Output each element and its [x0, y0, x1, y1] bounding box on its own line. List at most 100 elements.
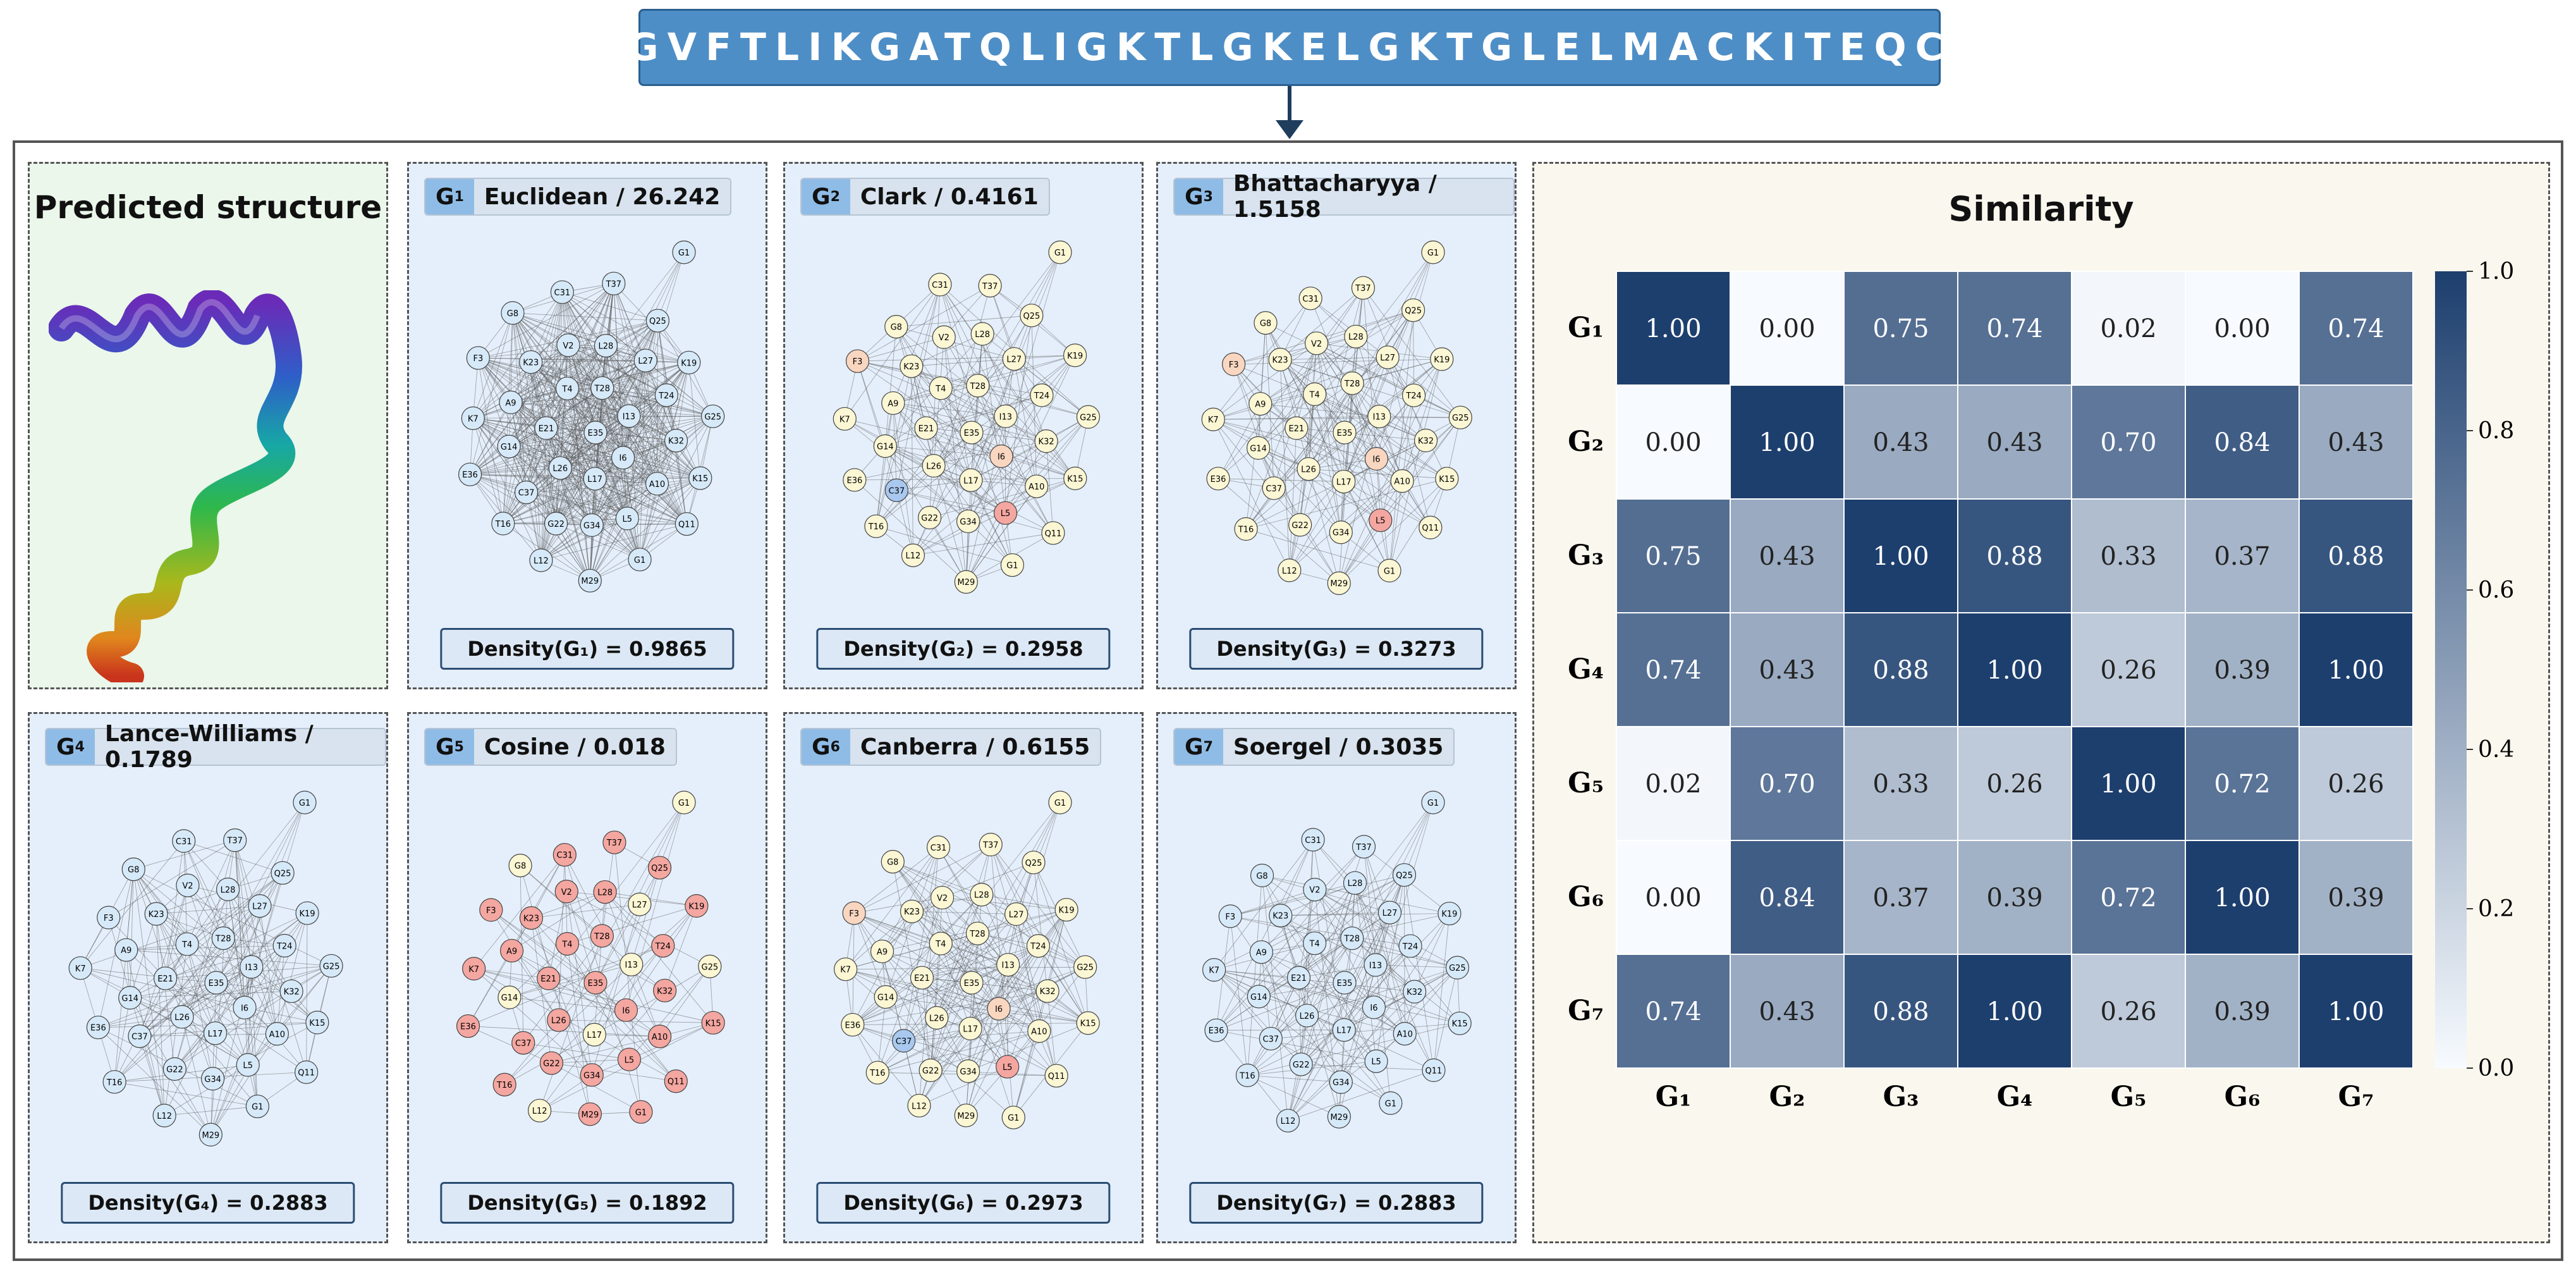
network-edge [509, 945, 663, 998]
network-edge [1271, 1023, 1460, 1039]
graph-tag: G 1 Euclidean / 26.242 [424, 178, 732, 216]
network-node: I13 [1367, 405, 1391, 429]
network-node: G1 [1000, 553, 1025, 577]
network-edge [657, 362, 690, 484]
network-node-label: V2 [937, 894, 948, 903]
graph-network: G1 E35 I6 L17 L26 E21 T4 T28 I13 L5 G34 G22 C37 G14 A9… [458, 240, 725, 593]
network-edge [1389, 481, 1403, 571]
network-edge [508, 283, 614, 447]
network-edge [971, 432, 1047, 442]
network-node-label: K23 [903, 362, 919, 372]
network-edge [1404, 875, 1434, 1071]
network-edge [1262, 875, 1288, 1121]
network-edge [594, 802, 685, 1035]
network-edge [1213, 419, 1403, 482]
network-edge [688, 362, 701, 479]
network-node-label: G8 [1260, 319, 1271, 329]
network-edge [977, 385, 1002, 457]
network-node-label: L12 [532, 1107, 547, 1116]
network-edge [512, 312, 646, 361]
network-node: I6 [1362, 995, 1386, 1019]
network-edge [511, 950, 559, 1021]
network-edge [1001, 456, 1075, 479]
network-edge [526, 440, 676, 493]
network-edge [845, 847, 939, 969]
network-edge [1376, 967, 1458, 1062]
network-node: G22 [162, 1057, 186, 1081]
network-node-label: I13 [245, 963, 258, 973]
network-edge [968, 416, 1089, 522]
network-edge [936, 933, 978, 1018]
network-edge [876, 385, 979, 527]
network-node-label: C31 [554, 288, 571, 298]
heatmap-cells: 1.00 0.00 0.75 0.74 0.02 0.00 0.74 0.00 1.00 0.43… [1616, 271, 2414, 1069]
network-edge [98, 965, 332, 1028]
network-node-label: T24 [1405, 391, 1421, 401]
network-edge [133, 840, 235, 870]
network-edge [594, 892, 606, 1035]
network-edge [931, 1031, 1039, 1071]
heatmap-cell-value: 0.39 [2214, 997, 2270, 1026]
network-edge [1309, 469, 1447, 479]
network-edge [657, 321, 667, 395]
network-edge [133, 869, 165, 1116]
network-edge [130, 991, 292, 999]
network-node: L27 [633, 348, 657, 372]
network-edge [235, 840, 248, 1066]
network-edge [912, 911, 1008, 965]
heatmap-cell-value: 0.37 [1872, 883, 1929, 913]
network-edge [468, 1026, 660, 1037]
network-edge [971, 252, 1061, 433]
network-edge [567, 944, 630, 1060]
network-edge [1213, 343, 1317, 420]
network-edge [1280, 915, 1376, 966]
network-node: G25 [1445, 956, 1470, 980]
network-node-label: Q11 [678, 520, 695, 530]
network-node: C37 [884, 478, 908, 502]
network-edge [1259, 996, 1405, 1034]
network-node-label: I6 [620, 454, 627, 464]
network-node: K7 [1202, 958, 1226, 982]
network-edge [539, 935, 602, 1111]
network-node-label: G1 [1385, 1099, 1396, 1109]
network-edge [473, 283, 614, 419]
heatmap-col-label: G₅ [2111, 1081, 2147, 1113]
network-node-label: V2 [561, 888, 572, 897]
network-node: G1 [1377, 558, 1401, 582]
network-node-label: E21 [919, 424, 934, 434]
network-node: C37 [514, 480, 539, 505]
network-edge [877, 1028, 971, 1073]
network-edge [1214, 875, 1405, 971]
heatmap-cell-value: 0.43 [1759, 656, 1815, 685]
network-node-label: Q11 [298, 1068, 315, 1078]
network-node-label: I13 [1369, 961, 1382, 971]
network-node: L28 [970, 322, 994, 346]
network-edge [1288, 1070, 1434, 1121]
network-edge [595, 252, 685, 433]
network-node-label: I13 [999, 412, 1012, 422]
network-node: I6 [987, 997, 1011, 1021]
network-edge [1247, 1023, 1460, 1076]
network-node-label: L27 [1006, 355, 1022, 365]
network-node-label: L27 [632, 901, 647, 910]
network-edge [942, 897, 1014, 1118]
network-edge [1038, 945, 1089, 1023]
network-node-label: K7 [839, 415, 850, 424]
network-edge [508, 345, 606, 447]
network-node: F3 [479, 898, 503, 922]
network-node-label: A10 [269, 1030, 285, 1040]
graph-tag: G 2 Clark / 0.4161 [800, 178, 1050, 216]
network-edge [882, 951, 920, 1106]
network-edge [520, 865, 590, 1114]
network-node: K32 [664, 429, 688, 453]
network-node: L26 [922, 453, 946, 478]
network-edge [885, 446, 968, 522]
network-edge [602, 362, 689, 388]
network-edge [1046, 441, 1054, 533]
network-node: Q11 [1044, 1064, 1068, 1088]
heatmap-cell-value: 0.43 [1759, 997, 1815, 1026]
network-node: T28 [966, 374, 990, 398]
network-node-label: Q11 [1048, 1072, 1065, 1081]
network-node: K23 [519, 906, 544, 930]
network-node: K23 [1268, 348, 1292, 372]
